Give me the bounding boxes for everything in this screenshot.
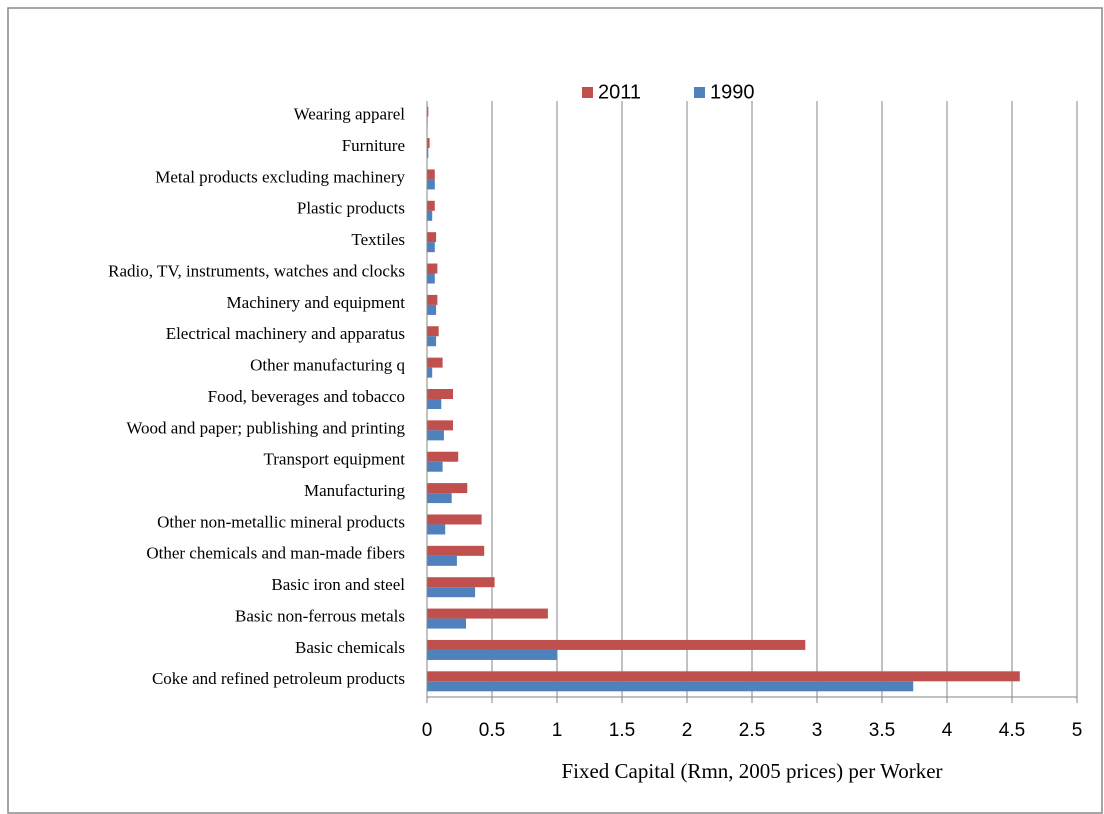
y-tick-label: Furniture	[342, 136, 405, 155]
y-tick-label: Transport equipment	[263, 450, 405, 469]
x-tick-label: 2	[682, 720, 693, 741]
y-tick-label: Machinery and equipment	[227, 293, 406, 312]
x-tick-label: 2.5	[739, 720, 765, 741]
y-tick-label: Wearing apparel	[294, 105, 406, 124]
bar	[427, 148, 429, 159]
y-tick-label: Other non-metallic mineral products	[157, 512, 405, 531]
bar	[427, 681, 914, 692]
bar	[427, 242, 435, 253]
x-tick-label: 1	[552, 720, 563, 741]
bar	[427, 420, 453, 431]
bar	[427, 399, 442, 409]
bar	[427, 294, 438, 305]
bar	[427, 671, 1020, 682]
x-tick-label: 0	[422, 720, 433, 741]
bar	[427, 169, 435, 180]
x-tick-label: 4.5	[999, 720, 1025, 741]
bar	[427, 106, 429, 117]
bar	[427, 555, 457, 566]
bar	[427, 179, 435, 190]
bar	[427, 304, 437, 315]
bar	[427, 389, 453, 399]
y-tick-label: Manufacturing	[304, 481, 406, 500]
y-tick-label: Basic iron and steel	[271, 575, 405, 594]
legend-swatch	[582, 87, 593, 98]
bar	[427, 273, 435, 284]
y-tick-label: Electrical machinery and apparatus	[166, 324, 405, 343]
x-tick-label: 3	[812, 720, 823, 741]
y-tick-label: Other manufacturing q	[250, 356, 405, 375]
legend-swatch	[694, 87, 705, 98]
bar	[427, 357, 443, 368]
x-tick-label: 3.5	[869, 720, 895, 741]
legend-label: 1990	[710, 81, 755, 103]
y-tick-label: Basic non-ferrous metals	[235, 606, 405, 625]
x-axis-title: Fixed Capital (Rmn, 2005 prices) per Wor…	[561, 759, 942, 783]
x-tick-label: 4	[942, 720, 953, 741]
bar	[427, 263, 438, 274]
bar	[427, 649, 557, 660]
x-tick-label: 0.5	[479, 720, 505, 741]
y-tick-label: Metal products excluding machinery	[155, 167, 405, 186]
bar	[427, 232, 437, 243]
bar	[427, 200, 435, 211]
bar	[427, 367, 433, 378]
legend-label: 2011	[598, 81, 641, 103]
bar	[427, 461, 443, 472]
y-tick-label: Radio, TV, instruments, watches and cloc…	[108, 261, 405, 280]
y-tick-label: Basic chemicals	[295, 638, 405, 657]
bar	[427, 210, 433, 221]
chart-frame	[7, 7, 1103, 814]
bar	[427, 493, 452, 504]
bar	[427, 451, 459, 462]
bar	[427, 138, 430, 149]
bar	[427, 326, 439, 337]
y-tick-label: Other chemicals and man-made fibers	[146, 544, 405, 563]
bar	[427, 608, 548, 619]
y-tick-label: Food, beverages and tobacco	[208, 387, 405, 406]
bar	[427, 618, 466, 629]
bar	[427, 336, 437, 347]
bar	[427, 587, 476, 598]
bar	[427, 483, 468, 494]
bar	[427, 639, 806, 650]
bar	[427, 577, 495, 588]
bar	[427, 514, 482, 525]
y-tick-label: Textiles	[351, 230, 405, 249]
x-tick-label: 1.5	[609, 720, 635, 741]
bar	[427, 430, 444, 441]
y-tick-label: Coke and refined petroleum products	[152, 669, 405, 688]
y-tick-label: Plastic products	[297, 199, 405, 218]
y-tick-label: Wood and paper; publishing and printing	[126, 418, 405, 437]
x-tick-label: 5	[1072, 720, 1083, 741]
bar	[427, 524, 446, 535]
bar	[427, 545, 485, 556]
